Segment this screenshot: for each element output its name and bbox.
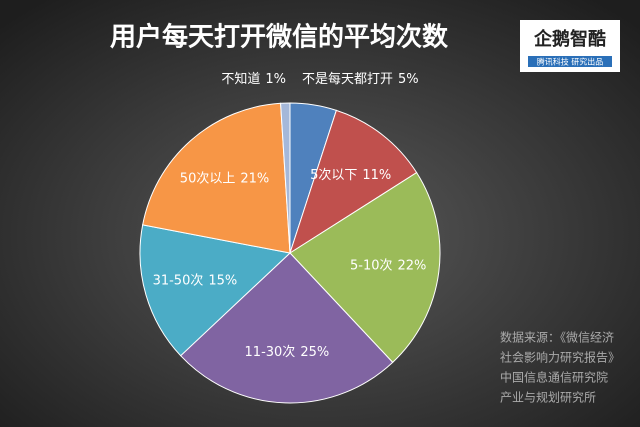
slice-category: 50次以上 — [180, 170, 236, 186]
slice-label: 31-50次 15% — [153, 272, 238, 288]
pie-slice — [289, 109, 418, 255]
slice-label: 50次以上 21% — [180, 170, 269, 186]
chart-title: 用户每天打开微信的平均次数 — [110, 22, 449, 53]
source-line: 中国信息通信研究院 — [500, 370, 608, 385]
slice-category: 31-50次 — [153, 272, 204, 288]
pie-slice — [139, 224, 292, 357]
logo-tagline: 腾讯科技 研究出品 — [537, 57, 604, 67]
source-line: 产业与规划研究所 — [500, 390, 596, 405]
pie-slice — [289, 171, 441, 364]
slice-value: 5% — [398, 72, 419, 87]
logo: 企鹅智酷 腾讯科技 研究出品 — [520, 20, 620, 72]
slice-label: 不知道 1% — [221, 71, 286, 87]
slice-label: 11-30次 25% — [245, 343, 330, 359]
slice-category: 不知道 — [221, 71, 260, 87]
slice-category: 5-10次 — [350, 257, 393, 273]
slice-label: 不是每天都打开 5% — [302, 71, 419, 87]
slice-value: 22% — [398, 258, 427, 273]
slice-label: 5次以下 11% — [310, 166, 391, 182]
slice-label: 5-10次 22% — [350, 257, 426, 273]
pie-slice — [280, 102, 291, 254]
slice-value: 11% — [362, 167, 391, 182]
slice-value: 21% — [240, 171, 269, 186]
slice-value: 1% — [265, 72, 286, 87]
slice-value: 25% — [300, 344, 329, 359]
slice-category: 5次以下 — [310, 166, 357, 182]
source-line: 数据来源：《微信经济 — [500, 330, 614, 345]
pie-slice — [179, 252, 394, 404]
slice-value: 15% — [208, 273, 237, 288]
slice-category: 不是每天都打开 — [302, 71, 393, 87]
logo-name: 企鹅智酷 — [533, 28, 606, 50]
logo-band — [528, 56, 612, 67]
pie-slice — [142, 102, 291, 254]
source-line: 社会影响力研究报告》 — [500, 350, 620, 365]
slice-category: 11-30次 — [245, 343, 296, 359]
